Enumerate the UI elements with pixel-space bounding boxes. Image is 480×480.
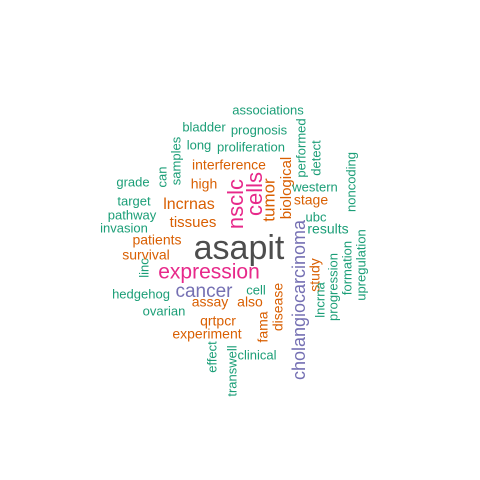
word-tumor: tumor xyxy=(259,178,278,222)
word-ovarian: ovarian xyxy=(143,303,186,318)
word-noncoding: noncoding xyxy=(343,152,358,212)
word-disease: disease xyxy=(270,283,286,331)
word-lncrna: lncrna xyxy=(312,282,327,318)
word-lncrnas: lncrnas xyxy=(163,196,215,213)
word-stage: stage xyxy=(294,192,328,208)
word-samples: samples xyxy=(168,136,183,185)
word-clinical: clinical xyxy=(237,347,276,362)
word-upregulation: upregulation xyxy=(353,229,368,301)
word-experiment: experiment xyxy=(172,326,241,342)
word-transwell: transwell xyxy=(224,345,239,396)
word-nsclc: nsclc xyxy=(223,179,248,229)
word-expression: expression xyxy=(158,261,260,284)
word-hedgehog: hedgehog xyxy=(112,286,170,301)
word-assay: assay xyxy=(192,294,229,310)
word-bladder: bladder xyxy=(182,119,226,134)
word-can: can xyxy=(154,167,169,188)
word-effect: effect xyxy=(204,341,219,373)
word-detect: detect xyxy=(308,140,323,176)
word-tissues: tissues xyxy=(170,214,217,231)
word-survival: survival xyxy=(122,247,169,263)
word-invasion: invasion xyxy=(100,220,148,235)
word-progression: progression xyxy=(325,253,340,321)
word-group: associations bladder prognosis long prolifer… xyxy=(100,102,368,396)
word-high: high xyxy=(191,176,217,192)
word-grade: grade xyxy=(116,174,149,189)
word-linc: linc xyxy=(136,258,151,278)
word-proliferation: proliferation xyxy=(217,139,285,154)
word-target: target xyxy=(117,193,151,208)
word-pathway: pathway xyxy=(108,207,157,222)
word-cell: cell xyxy=(246,282,266,297)
word-long: long xyxy=(187,137,212,152)
word-performed: performed xyxy=(293,118,308,177)
word-qrtpcr: qrtpcr xyxy=(200,313,236,329)
word-cholangiocarcinoma: cholangiocarcinoma xyxy=(289,219,309,380)
word-prognosis: prognosis xyxy=(231,122,288,137)
word-biological: biological xyxy=(278,157,295,220)
word-cancer: cancer xyxy=(175,281,233,302)
word-cells: cells xyxy=(242,172,267,216)
word-formation: formation xyxy=(339,241,354,295)
word-western: western xyxy=(291,179,338,194)
word-associations: associations xyxy=(232,102,304,117)
word-ubc: ubc xyxy=(306,209,327,224)
word-patients: patients xyxy=(132,232,181,248)
word-interference: interference xyxy=(192,157,266,173)
word-asapit: asapit xyxy=(194,229,285,267)
word-also: also xyxy=(237,294,263,310)
word-fama: fama xyxy=(255,311,271,342)
word-study: study xyxy=(307,258,323,291)
word-results: results xyxy=(307,221,348,237)
